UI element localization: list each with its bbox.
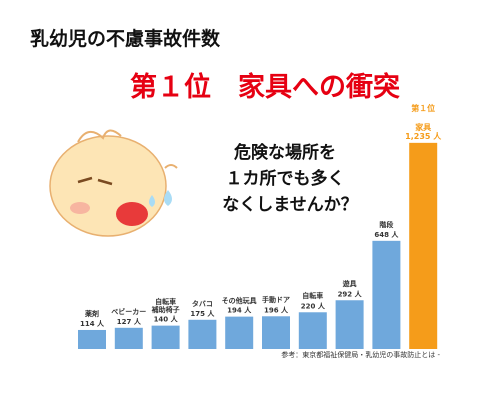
category-label: 遊具 bbox=[342, 280, 357, 289]
callout-line: 危険な場所を bbox=[233, 142, 336, 163]
bar bbox=[372, 240, 401, 349]
category-label: 手動ドア bbox=[262, 296, 290, 305]
chart-subtitle: 第１位 家具への衝突 bbox=[130, 71, 400, 103]
bar bbox=[225, 316, 254, 349]
value-label: 292 人 bbox=[338, 289, 363, 298]
bar bbox=[262, 316, 290, 349]
value-label: 220 人 bbox=[301, 301, 326, 310]
category-label: その他玩具 bbox=[221, 296, 257, 305]
value-label: 1,235 人 bbox=[405, 131, 442, 141]
category-label: 家具 bbox=[415, 122, 432, 132]
value-label: 127 人 bbox=[117, 317, 142, 326]
category-label: 階段 bbox=[379, 220, 394, 229]
callout-line: １カ所でも多く bbox=[226, 168, 345, 189]
category-label: タバコ bbox=[191, 299, 213, 308]
value-label: 648 人 bbox=[374, 230, 399, 239]
value-label: 114 人 bbox=[80, 319, 105, 328]
bar bbox=[114, 327, 143, 349]
category-label: 薬剤 bbox=[85, 309, 99, 318]
bar bbox=[188, 319, 217, 349]
callout-line: なくしませんか？ bbox=[222, 195, 358, 215]
bar bbox=[78, 329, 106, 349]
bar bbox=[298, 312, 327, 349]
bar bbox=[409, 142, 438, 349]
category-label: ベビーカー bbox=[111, 307, 147, 316]
category-label: 自転車 bbox=[302, 292, 324, 301]
baby-illustration bbox=[49, 129, 178, 237]
bar bbox=[151, 325, 180, 349]
category-label: 自転車 補助椅子 bbox=[151, 297, 180, 314]
bar bbox=[335, 300, 364, 349]
value-label: 140 人 bbox=[154, 315, 179, 324]
value-label: 194 人 bbox=[227, 306, 252, 315]
source-note: 参考：東京都福祉保健局・乳幼児の事故防止とは - bbox=[281, 350, 440, 359]
chart-title: 乳幼児の不慮事故件数 bbox=[30, 27, 221, 50]
rank-label: 第１位 bbox=[411, 103, 435, 113]
value-label: 175 人 bbox=[190, 309, 215, 318]
value-label: 196 人 bbox=[264, 305, 289, 314]
